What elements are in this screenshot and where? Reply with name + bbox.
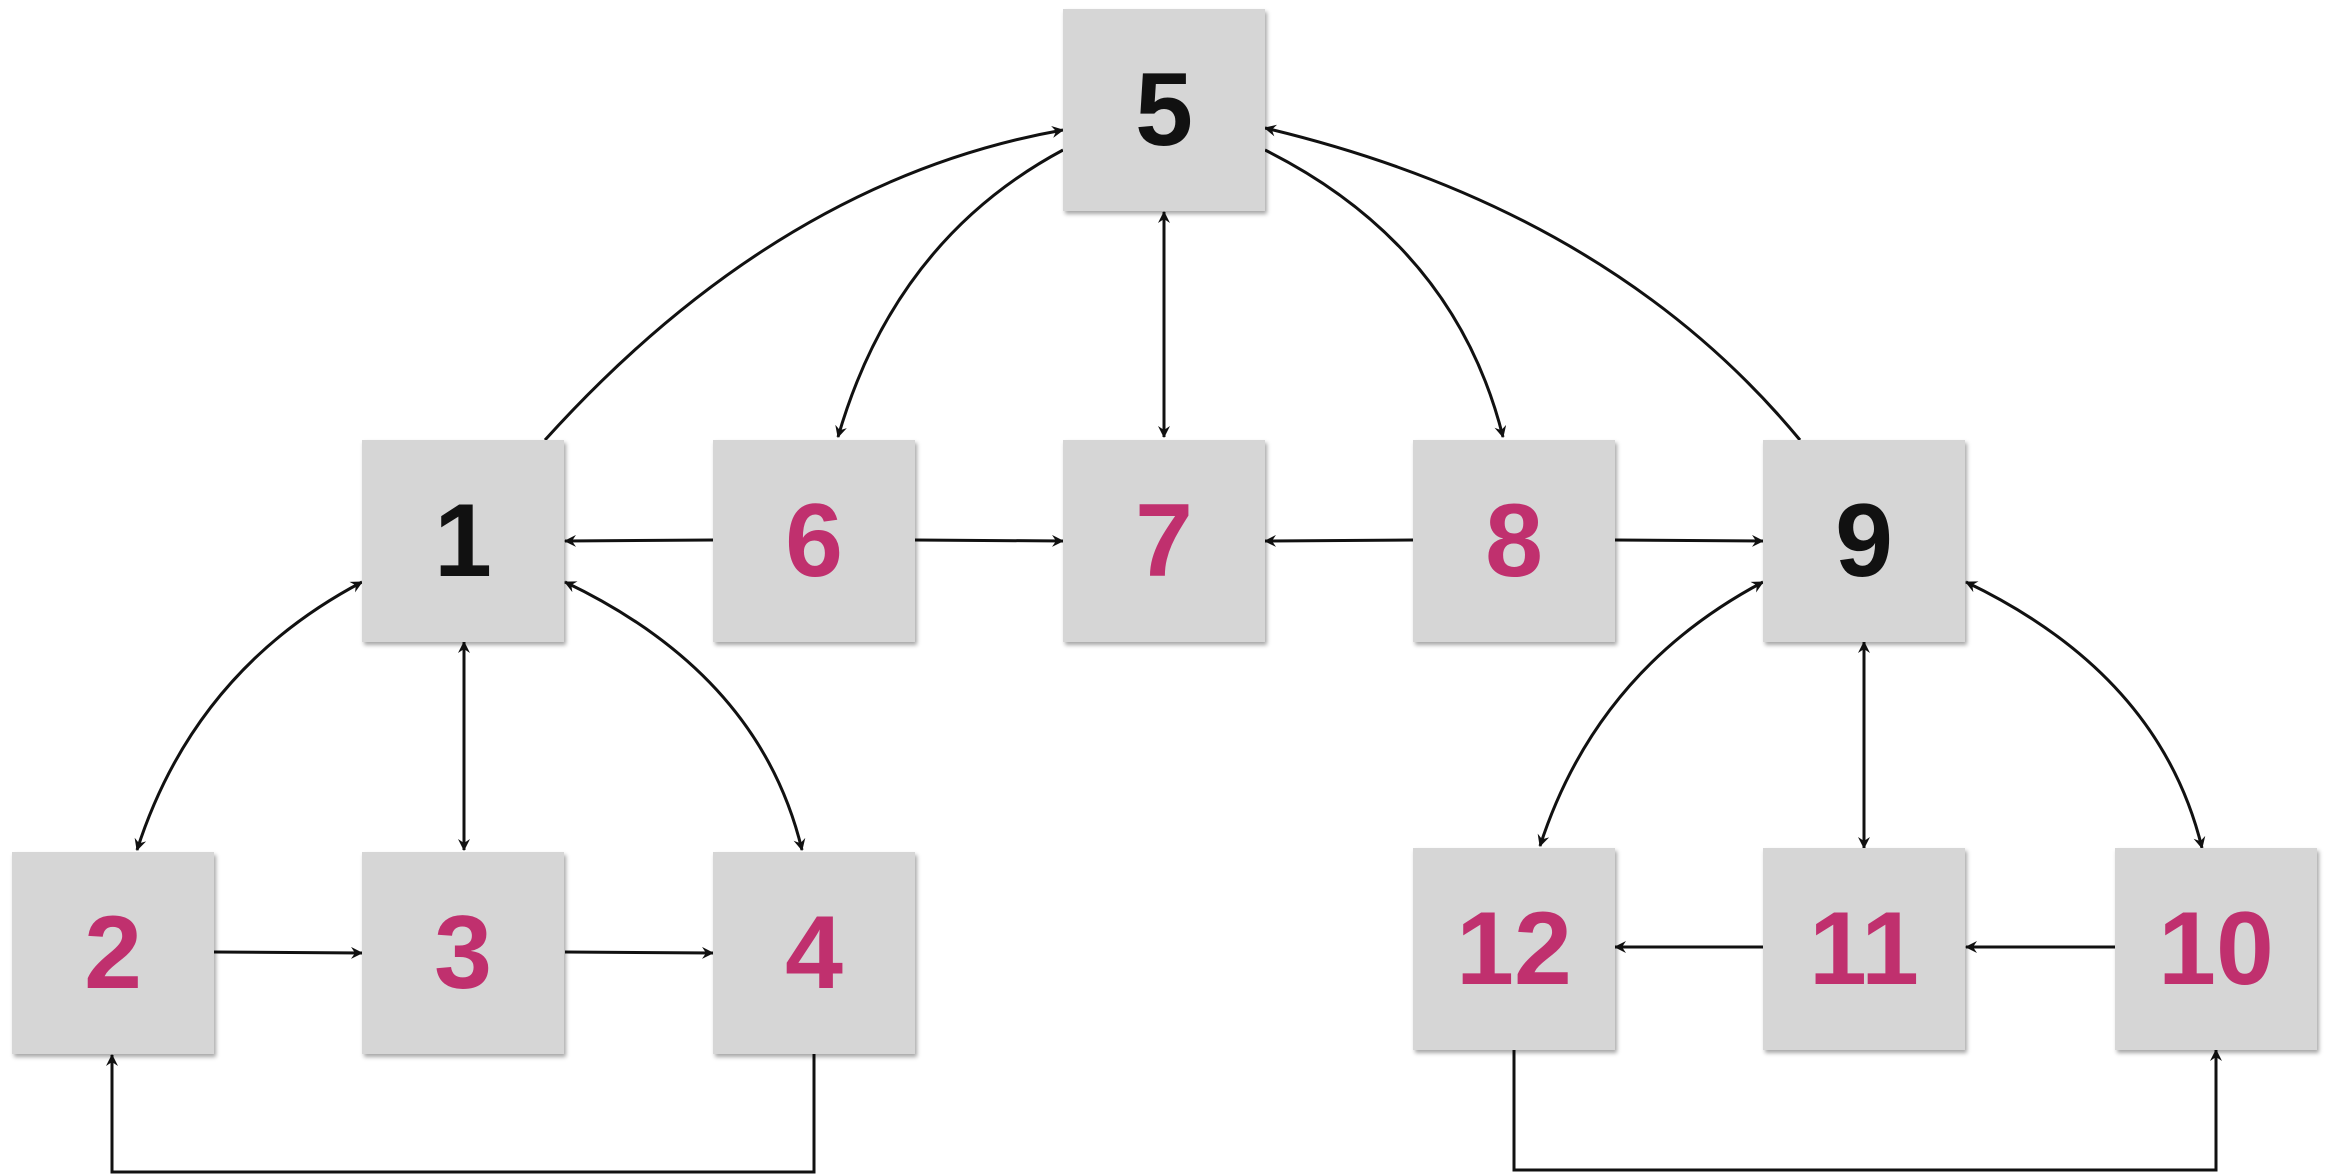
node-3: 3 (362, 852, 564, 1054)
node-6: 6 (713, 440, 915, 642)
node-9: 9 (1763, 440, 1965, 642)
node-12: 12 (1413, 848, 1615, 1050)
edge-6-to-7 (915, 540, 1063, 541)
node-label: 9 (1835, 489, 1893, 593)
edge-6-to-1 (565, 540, 713, 541)
edge-9-to-10 (1966, 582, 2202, 848)
node-label: 12 (1456, 897, 1572, 1001)
node-11: 11 (1763, 848, 1965, 1050)
node-5: 5 (1063, 9, 1265, 211)
node-label: 4 (785, 901, 843, 1005)
node-label: 5 (1135, 58, 1193, 162)
node-10: 10 (2115, 848, 2317, 1050)
node-2: 2 (12, 852, 214, 1054)
node-label: 6 (785, 489, 843, 593)
edge-5-to-6 (838, 150, 1063, 437)
edge-12-to-10 (1514, 1050, 2216, 1170)
node-label: 8 (1485, 489, 1543, 593)
edge-3-to-4 (565, 952, 713, 953)
edge-4-to-2 (112, 1054, 814, 1172)
edge-8-to-7 (1265, 540, 1413, 541)
edge-9-to-5 (1265, 128, 1800, 440)
node-label: 1 (434, 489, 492, 593)
node-label: 11 (1809, 897, 1919, 1001)
node-label: 3 (434, 901, 492, 1005)
node-label: 2 (84, 901, 142, 1005)
node-label: 10 (2158, 897, 2274, 1001)
edge-2-to-3 (214, 952, 362, 953)
edge-8-to-9 (1615, 540, 1763, 541)
edge-1-to-2 (137, 582, 362, 850)
node-7: 7 (1063, 440, 1265, 642)
node-label: 7 (1135, 489, 1193, 593)
node-1: 1 (362, 440, 564, 642)
edge-1-to-5 (545, 130, 1063, 440)
node-8: 8 (1413, 440, 1615, 642)
node-4: 4 (713, 852, 915, 1054)
